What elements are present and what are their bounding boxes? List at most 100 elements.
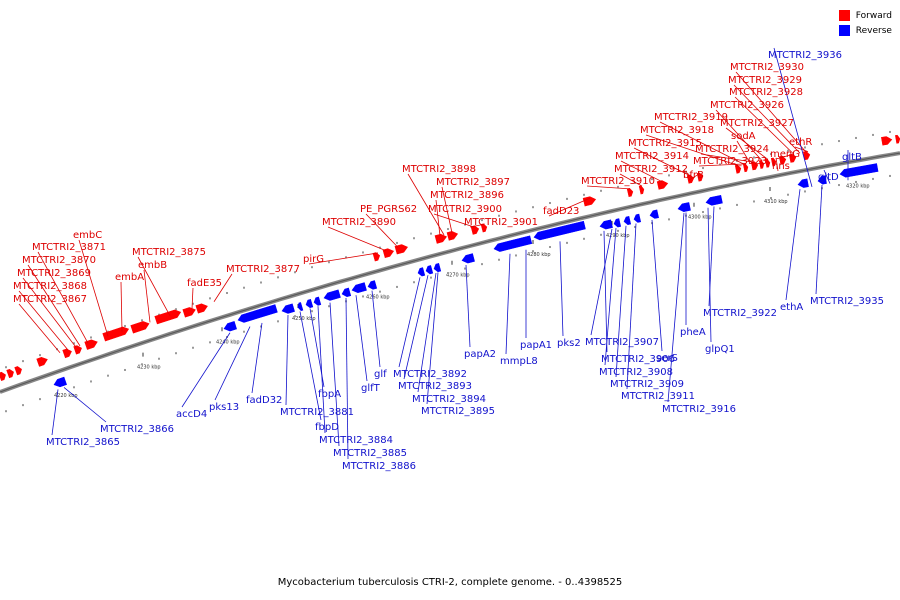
forward-gene-label: MTCTRI2_3926	[710, 100, 784, 111]
reverse-gene-label: ethA	[780, 302, 803, 313]
reverse-gene-arrow	[53, 376, 67, 388]
forward-gene-leader	[659, 121, 745, 165]
track-dash	[260, 281, 262, 284]
forward-gene-leader	[469, 223, 485, 228]
reverse-gene-label: MTCTRI2_3893	[398, 381, 472, 392]
tick-label: 4280 kbp	[527, 252, 551, 258]
forward-gene-leader	[736, 140, 751, 164]
reverse-gene-label: pks2	[557, 338, 581, 349]
reverse-gene-label: fbpD	[315, 422, 339, 433]
reverse-gene-label: MTCTRI2_3866	[100, 424, 174, 435]
reverse-gene-leader	[590, 228, 613, 336]
track-dash	[362, 251, 364, 254]
reverse-gene-arrow	[677, 202, 691, 212]
reverse-gene-label: glfT	[361, 383, 381, 394]
reverse-gene-arrow	[817, 175, 827, 185]
reverse-gene-arrow	[633, 213, 642, 223]
forward-gene-label: MTCTRI2_3918	[640, 125, 714, 136]
track-dash	[753, 200, 755, 203]
tick-label: 4240 kbp	[216, 339, 240, 345]
reverse-gene-label: papA1	[520, 340, 552, 351]
forward-gene-leader	[548, 197, 591, 217]
forward-gene-label: sodA	[731, 131, 756, 142]
reverse-gene-label: MTCTRI2_3935	[810, 296, 884, 307]
reverse-gene-arrow	[839, 163, 879, 178]
forward-gene-label: MTCTRI2_3896	[430, 190, 504, 201]
track-dash	[447, 228, 449, 231]
forward-gene-leader	[18, 303, 61, 354]
track-dash	[753, 156, 755, 159]
forward-gene-leader	[698, 163, 747, 167]
forward-gene-leader	[775, 157, 779, 172]
tick-label: 4310 kbp	[764, 199, 788, 205]
track-dash	[634, 225, 636, 228]
reverse-gene-leader	[299, 311, 322, 421]
forward-gene-leader	[645, 134, 739, 166]
reverse-gene-label: MTCTRI2_3909	[610, 379, 684, 390]
reverse-gene-label: papA2	[464, 349, 496, 360]
forward-gene-arrow	[446, 231, 459, 241]
forward-gene-label: embA	[115, 272, 144, 283]
forward-gene-label: MTCTRI2_3923	[693, 156, 767, 167]
reverse-gene-arrow	[705, 194, 723, 206]
track-dash	[107, 374, 109, 377]
reverse-gene-label: MTCTRI2_3922	[703, 308, 777, 319]
reverse-gene-leader	[403, 275, 429, 380]
reverse-gene-label: gltD	[818, 172, 839, 183]
track-dash	[311, 266, 313, 269]
track-dash	[209, 341, 211, 344]
reverse-gene-leader	[214, 326, 251, 401]
track-dash	[90, 336, 92, 339]
track-dash	[5, 410, 7, 413]
reverse-gene-label: MTCTRI2_3907	[585, 337, 659, 348]
reverse-gene-label: MTCTRI2_3892	[393, 369, 467, 380]
reverse-gene-label: fadD32	[246, 395, 282, 406]
forward-gene-leader	[327, 226, 387, 252]
track-dash	[328, 305, 330, 308]
forward-gene-label: MTCTRI2_3877	[226, 264, 300, 275]
tick-label: 4300 kbp	[688, 215, 712, 221]
track-dash	[481, 219, 483, 222]
forward-gene-label: bfrB	[683, 170, 704, 181]
forward-gene-label: MTCTRI2_3928	[729, 87, 803, 98]
forward-gene-arrow	[895, 134, 900, 144]
reverse-gene-label: gltB	[842, 152, 862, 163]
track-dash	[702, 211, 704, 214]
reverse-gene-leader	[505, 253, 511, 355]
reverse-swatch	[838, 25, 850, 36]
forward-gene-label: fadE35	[187, 278, 222, 289]
forward-gene-label: MTCTRI2_3910	[581, 176, 655, 187]
track-dash	[243, 286, 245, 289]
forward-gene-leader	[37, 251, 89, 344]
forward-gene-label: MTCTRI2_3914	[615, 151, 689, 162]
forward-gene-label: MTCTRI2_3890	[322, 217, 396, 228]
reverse-gene-leader	[667, 212, 685, 403]
reverse-gene-label: pheA	[680, 327, 706, 338]
reverse-gene-leader	[317, 306, 326, 434]
forward-gene-label: embB	[138, 260, 167, 271]
forward-gene-leader	[734, 96, 795, 155]
reverse-gene-leader	[345, 298, 349, 460]
forward-gene-label: MTCTRI2_3869	[17, 268, 91, 279]
track-dash	[532, 250, 534, 253]
track-dash	[328, 261, 330, 264]
gene-labels: MTCTRI2_3867 MTCTRI2_3868 MTCTRI2_3869 MTCT…	[13, 50, 884, 472]
track-dash	[566, 197, 568, 200]
forward-gene-leader	[441, 186, 453, 233]
track-dash	[464, 223, 466, 226]
reverse-gene-arrow	[433, 263, 442, 273]
forward-gene-label: PE_PGRS62	[360, 204, 417, 215]
forward-gene-label: MTCTRI2_3901	[464, 217, 538, 228]
reverse-gene-arrow	[351, 282, 367, 294]
track-dash	[889, 130, 891, 133]
track-dash	[90, 380, 92, 383]
reverse-gene-leader	[51, 389, 59, 436]
forward-gene-leader	[775, 154, 791, 160]
track-dash	[396, 285, 398, 288]
tick-label: 4320 kbp	[846, 183, 870, 189]
track-dash	[872, 177, 874, 180]
legend: Forward Reverse	[838, 8, 892, 38]
track-dash	[345, 256, 347, 259]
forward-gene-label: hns	[772, 161, 790, 172]
track-dash	[770, 197, 772, 200]
